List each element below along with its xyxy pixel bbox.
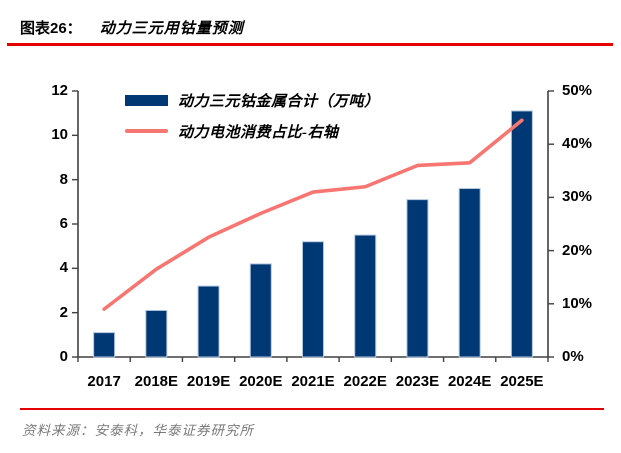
source-note: 资料来源：安泰科，华泰证券研究所 <box>22 423 254 438</box>
bar-2022E <box>354 234 377 358</box>
legend-bar-label: 动力三元钴金属合计（万吨） <box>178 93 380 110</box>
legend-line-swatch <box>125 129 168 133</box>
bar-2025E <box>510 110 533 358</box>
bottom-divider-rule <box>20 408 604 410</box>
bar-2020E <box>249 263 272 358</box>
figure-number-label: 图表26： <box>20 20 82 37</box>
legend-bar-swatch <box>125 94 168 106</box>
bar-2023E <box>406 199 429 358</box>
legend-line-label: 动力电池消费占比-右轴 <box>178 124 339 141</box>
figure-title-row: 图表26： 动力三元用钴量预测 <box>20 17 244 38</box>
bar-2018E <box>145 309 168 358</box>
figure-title: 动力三元用钴量预测 <box>99 21 244 37</box>
bar-2024E <box>458 188 481 358</box>
bar-2017 <box>93 332 116 358</box>
consumption-share-line <box>102 118 524 311</box>
bar-2021E <box>302 241 324 358</box>
chart-legend: 动力三元钴金属合计（万吨） 动力电池消费占比-右轴 <box>125 92 380 154</box>
top-divider-rule <box>7 43 613 46</box>
bar-2019E <box>197 285 220 358</box>
legend-item-bar-series: 动力三元钴金属合计（万吨） <box>125 92 380 110</box>
legend-item-line-series: 动力电池消费占比-右轴 <box>125 123 380 141</box>
